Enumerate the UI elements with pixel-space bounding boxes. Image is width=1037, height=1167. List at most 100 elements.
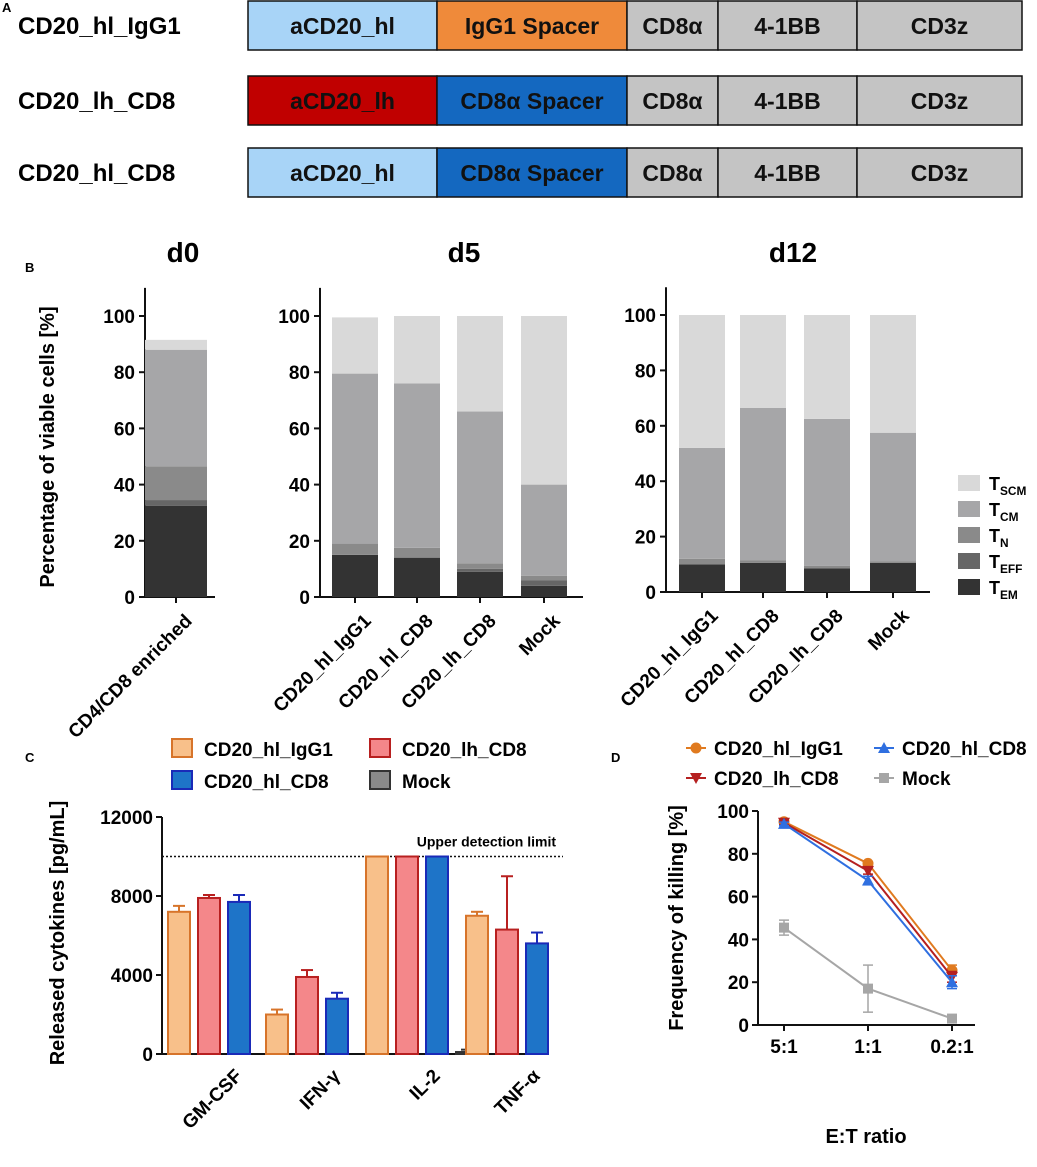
bar-segment-t-eff-d0-cd4-cd8-enriched <box>145 500 207 506</box>
x-tick-label-c-gm-csf: GM-CSF <box>179 1066 247 1134</box>
legend-marker-d-cd20-lh-cd8 <box>690 773 702 784</box>
construct-name-cd20-hl-cd8: CD20_hl_CD8 <box>18 160 175 187</box>
bar-c-il-2-cd20-lh-cd8 <box>395 855 419 1055</box>
bar-segment-t-n-d12-cd20-lh-cd8 <box>804 565 850 569</box>
legend-label-d-cd20-lh-cd8: CD20_lh_CD8 <box>714 769 839 790</box>
y-axis-title-b: Percentage of viable cells [%] <box>37 306 59 587</box>
bar-segment-t-scm-d0-cd4-cd8-enriched <box>145 339 207 350</box>
x-tick-label-c-il-2: IL-2 <box>406 1066 445 1105</box>
x-tick-label-d0-cd4-cd8-enriched: CD4/CD8 enriched <box>65 611 197 743</box>
group-title-d0: d0 <box>167 237 200 268</box>
panel-label-a: A <box>2 0 12 15</box>
domain-cd8-spacer <box>436 75 628 126</box>
bar-c-il-2-cd20-hl-igg1 <box>365 855 389 1055</box>
bar-c-gm-csf-cd20-lh-cd8 <box>197 896 221 1055</box>
y-tick-label-d-20: 20 <box>728 973 749 994</box>
panel-c: C CD20_hl_IgG1 CD20_lh_CD8 CD20_hl_CD8 Mock 0… <box>25 738 563 1134</box>
bar-c-tnf-cd20-hl-igg1 <box>465 914 489 1055</box>
bar-segment-t-n-d5-cd20-hl-cd8 <box>394 547 440 558</box>
bar-segment-t-em-d12-cd20-hl-igg1 <box>679 564 725 592</box>
y-tick-label-d12-80: 80 <box>635 361 656 382</box>
bar-segment-t-n-d12-cd20-hl-cd8 <box>740 560 786 563</box>
y-tick-label-c-8000: 8000 <box>111 887 153 908</box>
bar-segment-t-scm-d12-cd20-lh-cd8 <box>804 315 850 419</box>
y-tick-label-d-100: 100 <box>717 802 749 823</box>
legend-swatch-n <box>958 527 980 543</box>
bar-segment-t-em-d12-cd20-lh-cd8 <box>804 568 850 592</box>
legend-swatch-c-cd20-hl-cd8 <box>171 770 193 790</box>
y-tick-label-d0-0: 0 <box>124 588 135 609</box>
legend-swatch-cm <box>958 501 980 517</box>
bar-segment-t-scm-d5-mock <box>521 316 567 485</box>
y-axis-title-c: Released cytokines [pg/mL] <box>47 801 69 1066</box>
panel-label-d: D <box>611 750 620 765</box>
series-line-d-cd20-lh-cd8 <box>783 821 953 978</box>
x-tick-label-d-1-1: 1:1 <box>854 1037 882 1058</box>
domain-cd3z <box>856 75 1023 126</box>
x-tick-label-d12-mock: Mock <box>864 605 913 654</box>
legend-swatch-c-cd20-lh-cd8 <box>369 738 391 758</box>
bar-segment-t-eff-d5-mock <box>521 580 567 586</box>
y-tick-label-d5-40: 40 <box>289 476 310 497</box>
legend-marker-d-cd20-hl-igg1 <box>690 742 702 754</box>
domain-4-1bb <box>717 75 858 126</box>
x-tick-label-c-tnf: TNF-α <box>491 1066 545 1120</box>
bar-c-ifn-cd20-lh-cd8 <box>295 975 319 1055</box>
y-tick-label-c-12000: 12000 <box>100 808 153 829</box>
bar-segment-t-em-d5-mock <box>521 585 567 597</box>
bar-segment-t-em-d5-cd20-hl-cd8 <box>394 557 440 597</box>
domain-label-cd8: CD8α <box>642 160 702 186</box>
bar-segment-t-n-d5-cd20-hl-igg1 <box>332 543 378 555</box>
bar-segment-t-scm-d12-cd20-hl-cd8 <box>740 315 786 408</box>
domain-cd8 <box>626 75 719 126</box>
bar-c-gm-csf-cd20-hl-igg1 <box>167 910 191 1055</box>
domain-acd20-hl <box>247 0 438 51</box>
point-d-cd20-hl-cd8-2 <box>946 976 958 988</box>
bar-c-il-2-cd20-hl-cd8 <box>425 855 449 1055</box>
construct-name-cd20-lh-cd8: CD20_lh_CD8 <box>18 88 175 115</box>
legend-label-c-cd20-lh-cd8: CD20_lh_CD8 <box>402 740 527 761</box>
y-tick-label-c-0: 0 <box>142 1045 153 1066</box>
y-tick-label-d0-80: 80 <box>114 363 135 384</box>
domain-igg1-spacer <box>436 0 628 51</box>
y-tick-label-d0-100: 100 <box>103 307 135 328</box>
domain-cd8-spacer <box>436 147 628 198</box>
x-axis-title-d: E:T ratio <box>825 1126 906 1148</box>
y-tick-label-d0-60: 60 <box>114 419 135 440</box>
point-d-cd20-lh-cd8-1 <box>862 865 874 877</box>
domain-label-cd8: CD8α <box>642 88 702 114</box>
point-d-cd20-hl-cd8-1 <box>862 874 874 886</box>
y-tick-label-d12-100: 100 <box>624 306 656 327</box>
legend-label-n: TN <box>989 526 1009 550</box>
bar-segment-t-scm-d5-cd20-lh-cd8 <box>457 316 503 412</box>
x-tick-label-d5-mock: Mock <box>515 610 564 659</box>
bar-segment-t-n-d12-cd20-hl-igg1 <box>679 558 725 565</box>
domain-label-cd3z: CD3z <box>911 160 969 186</box>
y-axis-title-d: Frequency of killing [%] <box>666 805 688 1031</box>
domain-cd8 <box>626 0 719 51</box>
domain-label-cd3z: CD3z <box>911 13 969 39</box>
legend-label-c-mock: Mock <box>402 772 451 793</box>
series-line-d-cd20-hl-cd8 <box>783 823 953 983</box>
legend-swatch-c-cd20-hl-igg1 <box>171 738 193 758</box>
y-tick-label-d12-20: 20 <box>635 528 656 549</box>
bar-c-ifn-cd20-hl-cd8 <box>325 997 349 1056</box>
y-tick-label-d5-20: 20 <box>289 532 310 553</box>
bar-segment-t-scm-d12-mock <box>870 315 916 433</box>
group-title-d12: d12 <box>769 237 817 268</box>
bar-segment-t-scm-d5-cd20-hl-igg1 <box>332 317 378 374</box>
bar-c-tnf-cd20-hl-cd8 <box>525 942 549 1056</box>
legend-swatch-eff <box>958 553 980 569</box>
bar-segment-t-em-d5-cd20-hl-igg1 <box>332 554 378 597</box>
domain-cd3z <box>856 0 1023 51</box>
bar-segment-t-cm-d12-cd20-lh-cd8 <box>804 418 850 566</box>
legend-label-d-mock: Mock <box>902 769 951 790</box>
domain-4-1bb <box>717 147 858 198</box>
legend-label-scm: TSCM <box>989 474 1026 498</box>
bar-segment-t-scm-d12-cd20-hl-igg1 <box>679 315 725 448</box>
domain-label-acd20-hl: aCD20_hl <box>290 160 395 186</box>
y-tick-label-d12-60: 60 <box>635 417 656 438</box>
domain-cd8 <box>626 147 719 198</box>
bar-segment-t-n-d12-mock <box>870 561 916 563</box>
